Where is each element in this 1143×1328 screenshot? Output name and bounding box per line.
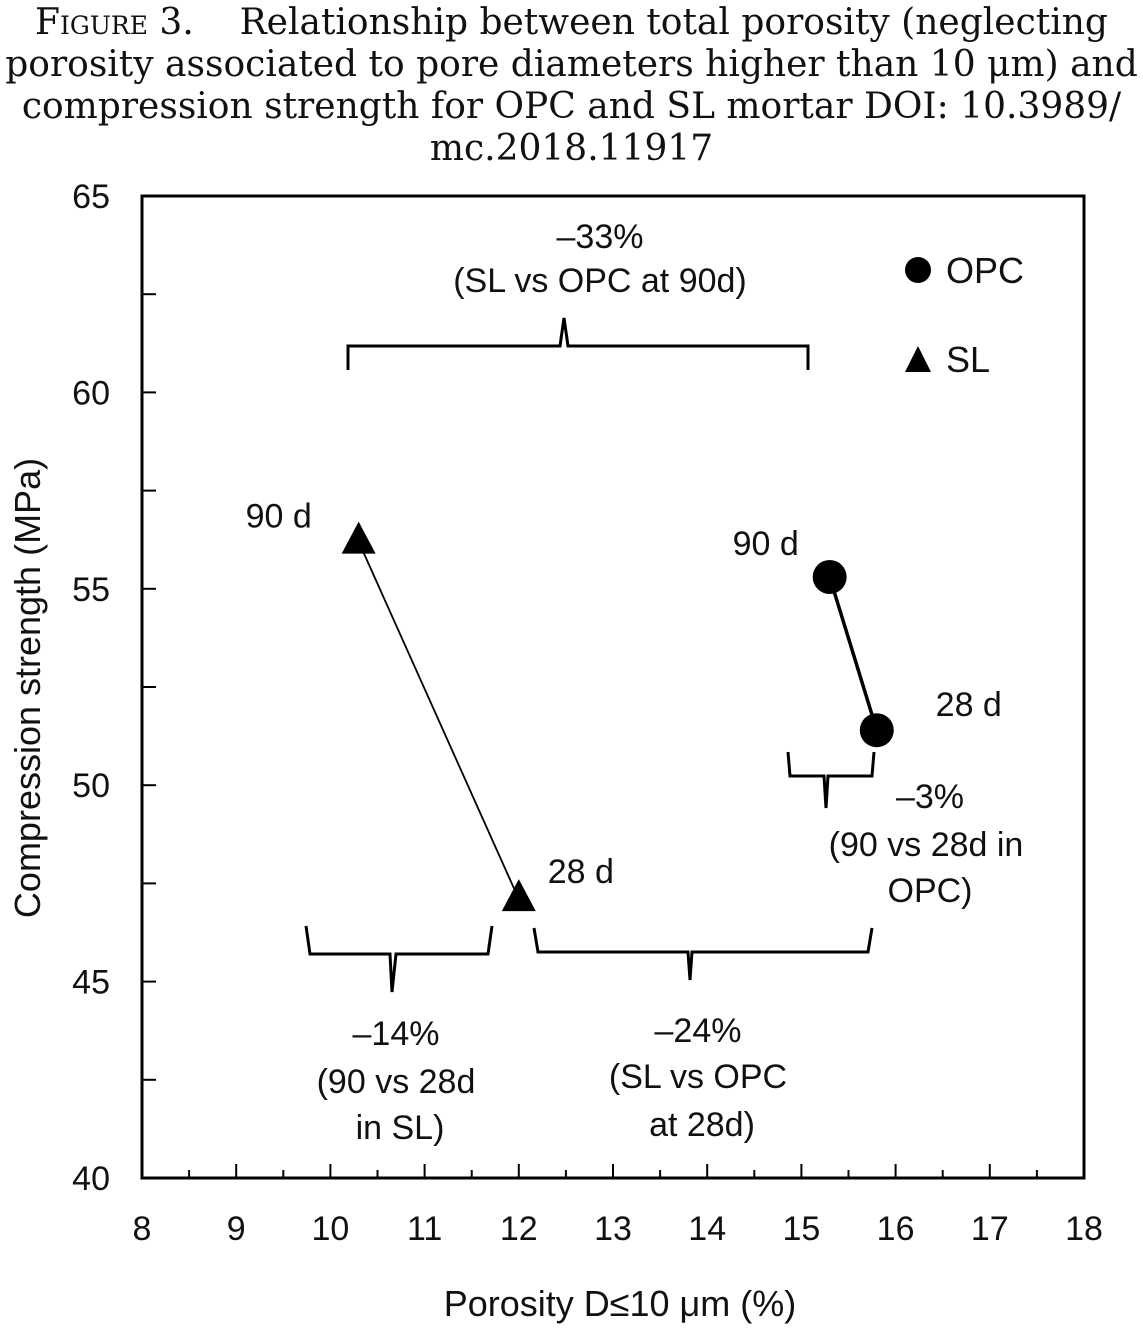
x-tick-label: 12 [500,1210,538,1248]
annotation-text: in SL) [356,1109,445,1147]
annotation-text: (SL vs OPC [609,1058,787,1096]
data-points: 90 d 28 d 90 d 28 d [246,498,1002,912]
figure-label: Figure 3. [35,2,194,43]
x-tick-label: 17 [971,1210,1009,1248]
x-tick-label: 10 [311,1210,349,1248]
annotation-text: –14% [353,1015,440,1053]
series-line-sl [357,541,520,900]
annotation-sl-vs-opc-28: –24% (SL vs OPC at 28d) [609,1012,787,1144]
x-tick-label: 11 [407,1210,442,1248]
legend-opc-label: OPC [946,250,1024,291]
annotation-text: –24% [655,1012,742,1050]
series-line-opc [827,576,879,731]
data-point-sl [341,521,376,554]
caption-line-3: compression strength for OPC and SL mort… [21,86,1122,127]
annotation-text: –3% [896,778,964,816]
bracket-sl-90-vs-28 [304,925,494,993]
y-tick-label: 50 [72,767,110,805]
series-connectors [357,541,879,900]
data-point-sl [501,879,536,912]
caption-line-2: porosity associated to pore diameters hi… [5,44,1138,85]
bracket-sl-vs-opc-90 [346,317,810,370]
data-point-opc [859,713,894,748]
point-label: 90 d [733,525,799,563]
y-tick-label: 60 [72,374,110,412]
brackets [304,317,876,993]
legend: OPC SL [905,250,1024,380]
x-tick-label: 9 [227,1210,246,1248]
x-tick-label: 16 [877,1210,915,1248]
annotation-sl-90-vs-28: –14% (90 vs 28d in SL) [317,1015,476,1147]
annotation-text: (SL vs OPC at 90d) [453,262,747,300]
point-label: 28 d [548,853,614,891]
x-tick-label: 13 [594,1210,632,1248]
annotation-text: (90 vs 28d in [829,826,1024,864]
annotation-text: –33% [557,218,644,256]
annotation-opc-90-vs-28: –3% (90 vs 28d in OPC) [829,778,1024,910]
point-label: 90 d [246,498,312,536]
data-point-opc [812,560,847,595]
y-tick-label: 40 [72,1160,110,1198]
x-tick-label: 15 [782,1210,820,1248]
bracket-sl-vs-opc-28 [532,927,874,981]
x-axis-label: Porosity D≤10 μm (%) [444,1283,797,1324]
axis-ticks: 8 9 10 11 12 13 14 15 16 17 18 40 45 50 55 60 65 [72,178,1103,1248]
legend-sl-marker [905,346,931,372]
figure-caption: Figure 3. Relationship between total por… [0,2,1143,170]
y-tick-label: 55 [72,571,110,609]
bracket-opc-90-vs-28 [786,751,876,809]
caption-line-1: Relationship between total porosity (neg… [239,2,1108,43]
x-tick-label: 14 [688,1210,726,1248]
point-label: 28 d [936,686,1002,724]
legend-sl-label: SL [946,339,990,380]
annotation-text: at 28d) [649,1106,755,1144]
annotation-sl-vs-opc-90: –33% (SL vs OPC at 90d) [453,218,747,300]
caption-line-4: mc.2018.11917 [429,128,714,169]
y-axis-label: Compression strength (MPa) [7,458,48,918]
annotation-text: (90 vs 28d [317,1063,476,1101]
y-tick-label: 65 [72,178,110,216]
y-tick-label: 45 [72,964,110,1002]
annotation-text: OPC) [888,872,973,910]
legend-opc-marker [905,257,931,283]
x-tick-label: 8 [133,1210,152,1248]
x-tick-label: 18 [1065,1210,1103,1248]
